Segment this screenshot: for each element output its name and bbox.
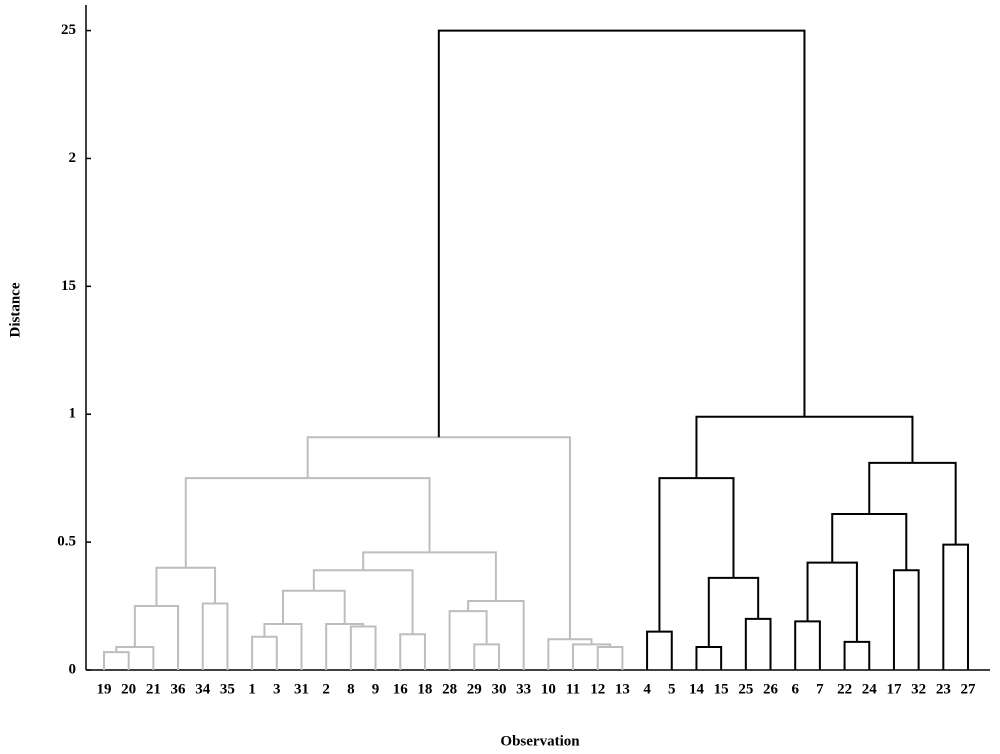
leaf-label: 7 <box>816 681 824 697</box>
dendrogram-link <box>103 651 130 670</box>
leaf-label: 10 <box>541 681 556 697</box>
leaf-label: 27 <box>961 681 977 697</box>
leaf-label: 1 <box>248 681 256 697</box>
leaf-label: 36 <box>171 681 187 697</box>
dendrogram-link <box>695 415 914 479</box>
leaf-label: 29 <box>467 681 482 697</box>
dendrogram-link <box>362 551 497 601</box>
leaf-label: 34 <box>195 681 211 697</box>
leaf-label: 31 <box>294 681 309 697</box>
y-tick-label: 1 <box>69 406 77 422</box>
dendrogram-link <box>399 633 426 670</box>
leaf-label: 23 <box>936 681 951 697</box>
y-tick-label: 0 <box>69 661 77 677</box>
dendrogram-link <box>448 610 488 670</box>
leaf-label: 21 <box>146 681 161 697</box>
y-tick-label: 25 <box>61 22 76 38</box>
leaf-label: 25 <box>738 681 753 697</box>
dendrogram-link <box>281 589 346 624</box>
dendrogram-link <box>251 635 278 670</box>
leaf-label: 18 <box>417 681 432 697</box>
dendrogram-link <box>155 566 217 607</box>
dendrogram-link <box>707 576 760 647</box>
dendrogram-link <box>115 645 155 670</box>
leaf-label: 16 <box>393 681 409 697</box>
y-axis-label: Distance <box>7 282 23 337</box>
leaf-label: 5 <box>668 681 676 697</box>
y-tick-label: 15 <box>61 278 76 294</box>
dendrogram-link <box>892 569 920 670</box>
dendrogram-link <box>646 630 673 670</box>
y-tick-label: 0.5 <box>57 534 76 550</box>
y-tick-label: 2 <box>69 150 77 166</box>
dendrogram-link <box>325 622 365 670</box>
leaf-label: 2 <box>322 681 330 697</box>
leaf-label: 20 <box>121 681 136 697</box>
leaf-label: 30 <box>491 681 506 697</box>
dendrogram-link <box>806 561 858 642</box>
leaf-label: 12 <box>590 681 605 697</box>
leaf-label: 26 <box>763 681 779 697</box>
dendrogram-link <box>473 643 500 670</box>
leaf-label: 8 <box>347 681 355 697</box>
leaf-label: 3 <box>273 681 281 697</box>
leaf-label: 17 <box>886 681 902 697</box>
dendrogram-link <box>306 436 571 640</box>
dendrogram-link <box>868 461 957 545</box>
dendrogram-link <box>744 617 772 670</box>
leaf-label: 14 <box>689 681 705 697</box>
leaf-label: 33 <box>516 681 531 697</box>
leaf-label: 32 <box>911 681 926 697</box>
dendrogram-link <box>547 638 593 670</box>
dendrogram-link <box>437 29 806 438</box>
dendrogram-link <box>349 625 377 670</box>
dendrogram-link <box>658 477 735 632</box>
leaf-label: 11 <box>566 681 580 697</box>
leaf-label: 19 <box>97 681 112 697</box>
leaf-label: 13 <box>615 681 630 697</box>
leaf-label: 15 <box>714 681 729 697</box>
dendrogram-link <box>201 602 229 670</box>
dendrogram-link <box>843 640 871 670</box>
x-axis-label: Observation <box>500 733 580 749</box>
leaf-label: 4 <box>643 681 651 697</box>
dendrogram-link <box>695 645 723 670</box>
leaf-label: 24 <box>862 681 878 697</box>
dendrogram-link <box>596 645 624 670</box>
dendrogram-link <box>831 512 908 571</box>
leaf-label: 28 <box>442 681 457 697</box>
dendrogram-link <box>133 605 180 670</box>
leaf-label: 6 <box>791 681 799 697</box>
dendrogram-link <box>184 477 431 568</box>
leaf-label: 9 <box>372 681 380 697</box>
dendrogram-link <box>794 620 821 670</box>
dendrogram-link <box>263 622 303 670</box>
dendrogram-link <box>942 543 969 670</box>
dendrogram-link <box>572 643 612 670</box>
leaf-label: 35 <box>220 681 235 697</box>
leaf-label: 22 <box>837 681 852 697</box>
